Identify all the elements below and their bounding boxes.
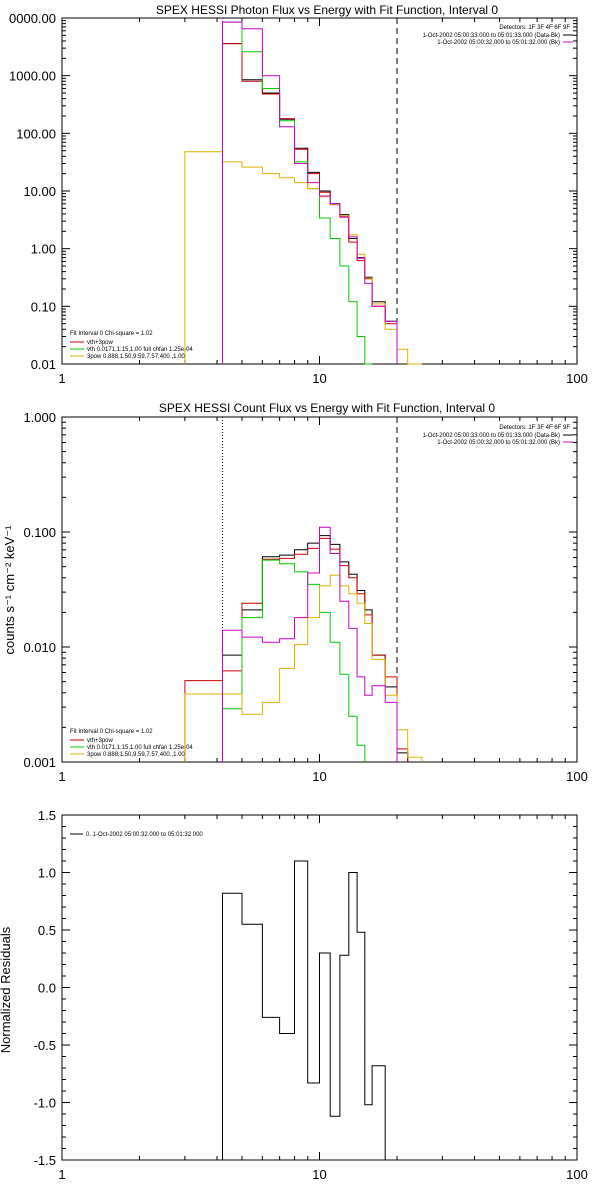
photon-y-tick-label: 0.10 — [31, 299, 56, 314]
photon-series-2 — [222, 21, 373, 365]
photon-y-tick-label: 1.00 — [31, 242, 56, 257]
photon-fit-label-total: vth+3pow — [87, 340, 114, 346]
photon-detectors-label: Detectors: 1F 3F 4F 6F 9F — [499, 25, 570, 31]
residuals-legend-label: 0. 1-Oct-2002 05:00:32.000 to 05:01:32.0… — [86, 832, 203, 838]
count-y-tick-label: 0.100 — [23, 525, 56, 540]
count-fit-label-powerlaw: 3pow 0.888,1.50,9.59,7.57,400.,1.00 — [87, 752, 185, 758]
count-y-tick-label: 0.001 — [23, 755, 56, 770]
residual-series-0 — [222, 860, 386, 1160]
photon-fit-label-thermal: vth 0.0171,1.15,1.00 full chfan 1.25e-04 — [87, 347, 193, 353]
residual-y-tick-label: -0.5 — [34, 1038, 56, 1053]
count-fit-label-thermal: vth 0.0171,1.15,1.00 full chfan 1.25e-04 — [87, 745, 193, 751]
residual-x-tick-label: 100 — [566, 1167, 588, 1182]
count-flux-title: SPEX HESSI Count Flux vs Energy with Fit… — [159, 401, 495, 415]
photon-x-tick-label: 10 — [312, 371, 326, 386]
count-series-0 — [222, 535, 409, 762]
photon-data-interval-label: 1-Oct-2002 05:00:33.000 to 05:01:33.000 … — [423, 33, 560, 39]
residuals-panel: Normalized Residuals 0. 1-Oct-2002 05:00… — [0, 808, 588, 1182]
residual-y-tick-label: -1.0 — [34, 1096, 56, 1111]
photon-series-3 — [184, 151, 422, 365]
residual-x-tick-label: 1 — [58, 1167, 65, 1182]
photon-y-tick-label: 0.01 — [31, 357, 56, 372]
count-x-tick-label: 1 — [58, 769, 65, 784]
count-detectors-label: Detectors: 1F 3F 4F 6F 9F — [499, 425, 570, 431]
photon-series-0 — [222, 43, 398, 364]
photon-y-tick-label: 10.00 — [23, 184, 56, 199]
count-series-3 — [184, 574, 423, 762]
count-fit-label-total: vth+3pow — [87, 738, 114, 744]
residual-y-tick-label: 1.5 — [38, 808, 56, 823]
photon-series-4 — [222, 21, 398, 364]
photon-fit-label-powerlaw: 3pow 0.888,1.50,9.59,7.57,400.,1.00 — [87, 354, 185, 360]
residuals-ylabel: Normalized Residuals — [0, 926, 13, 1053]
photon-y-tick-label: 0000.00 — [9, 11, 56, 26]
photon-bk-interval-label: 1-Oct-2002 05:00:32.000 to 05:01:32.000 … — [437, 40, 560, 46]
count-y-tick-label: 1.000 — [23, 410, 56, 425]
photon-y-tick-label: 1000.00 — [9, 69, 56, 84]
count-data-interval-label: 1-Oct-2002 05:00:33.000 to 05:01:33.000 … — [423, 433, 560, 439]
residual-y-tick-label: 0.0 — [38, 981, 56, 996]
count-x-tick-label: 100 — [566, 769, 588, 784]
count-flux-panel: SPEX HESSI Count Flux vs Energy with Fit… — [2, 401, 588, 784]
residual-y-tick-label: -1.5 — [34, 1153, 56, 1168]
count-y-tick-label: 0.010 — [23, 640, 56, 655]
photon-x-tick-label: 100 — [566, 371, 588, 386]
count-x-tick-label: 10 — [312, 769, 326, 784]
residual-x-tick-label: 10 — [312, 1167, 326, 1182]
photon-flux-title: SPEX HESSI Photon Flux vs Energy with Fi… — [156, 3, 498, 17]
photon-y-tick-label: 100.00 — [16, 126, 56, 141]
photon-flux-panel: SPEX HESSI Photon Flux vs Energy with Fi… — [9, 3, 588, 386]
count-fit-header: Fit Interval 0 Chi-square = 1.02 — [70, 729, 153, 735]
photon-x-tick-label: 1 — [58, 371, 65, 386]
photon-series-1 — [222, 43, 398, 364]
photon-fit-header: Fit Interval 0 Chi-square = 1.02 — [70, 331, 153, 337]
residual-y-tick-label: 0.5 — [38, 923, 56, 938]
count-flux-ylabel: counts s⁻¹ cm⁻² keV⁻¹ — [2, 525, 17, 655]
count-series-2 — [222, 559, 366, 762]
count-bk-interval-label: 1-Oct-2002 05:00:32.000 to 05:01:32.000 … — [437, 440, 560, 446]
residual-y-tick-label: 1.0 — [38, 866, 56, 881]
count-series-4 — [222, 526, 398, 762]
